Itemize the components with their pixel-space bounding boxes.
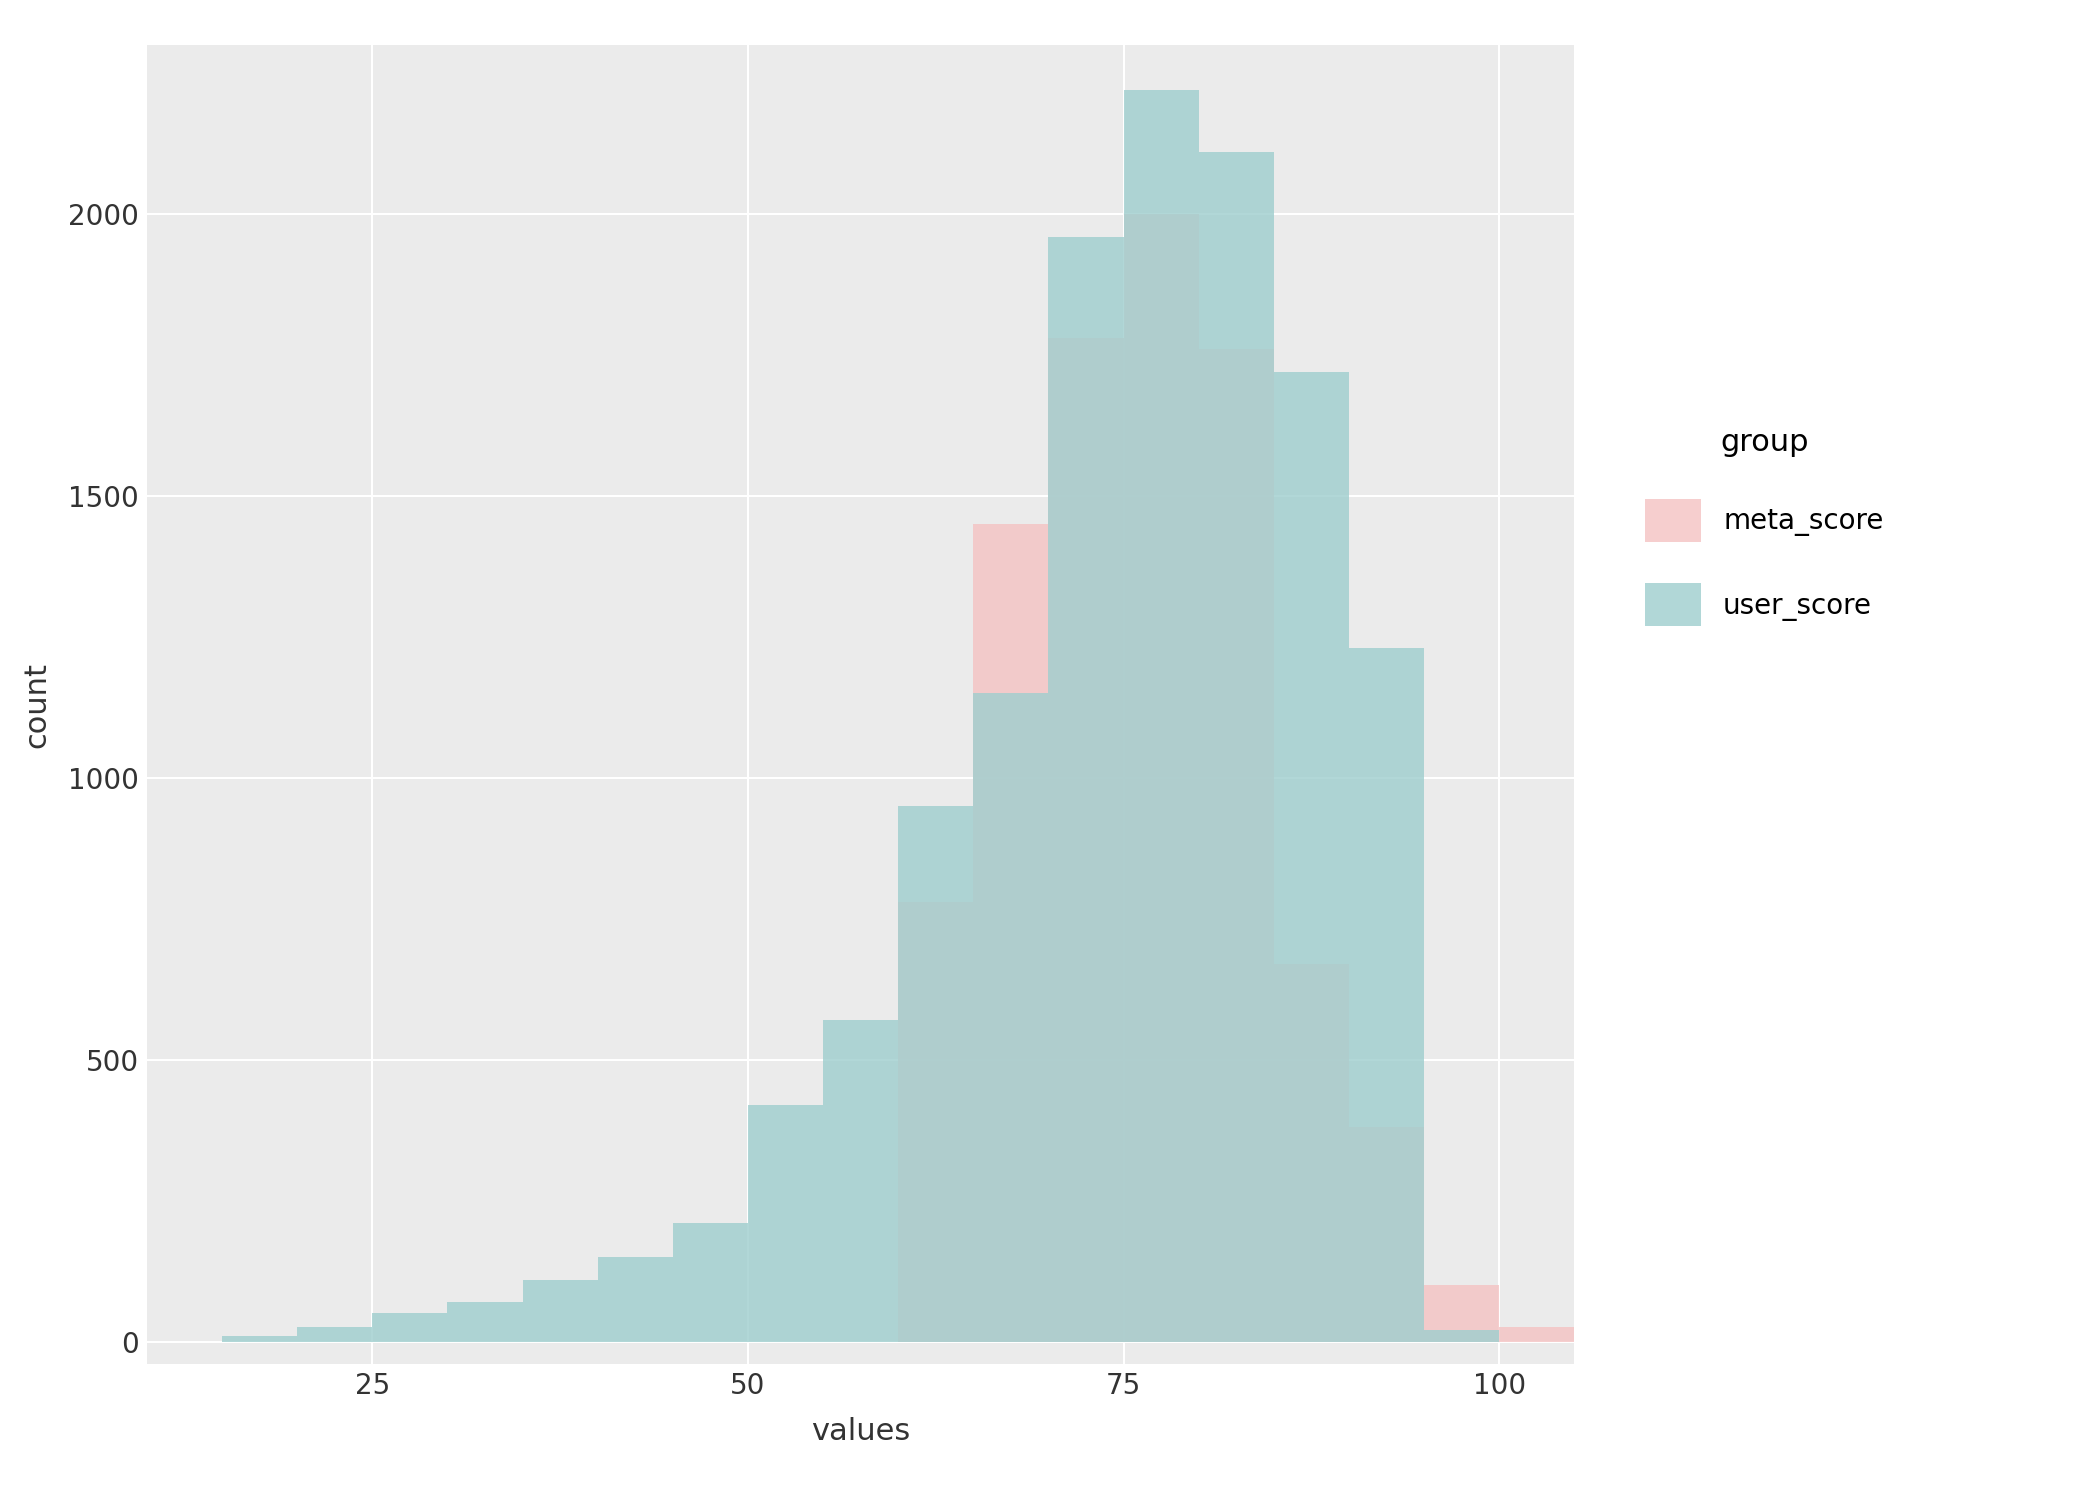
Bar: [222, 1336, 298, 1342]
Bar: [1423, 1330, 1499, 1342]
Bar: [1199, 151, 1274, 1342]
Bar: [823, 1021, 898, 1342]
Bar: [1047, 339, 1123, 1342]
Bar: [898, 806, 974, 1342]
Bar: [1350, 1127, 1423, 1342]
X-axis label: values: values: [810, 1417, 911, 1447]
Bar: [1274, 372, 1350, 1342]
Bar: [598, 1258, 674, 1342]
Bar: [1123, 214, 1199, 1342]
Y-axis label: count: count: [23, 661, 50, 748]
Bar: [898, 902, 974, 1342]
Bar: [974, 693, 1047, 1342]
Legend: meta_score, user_score: meta_score, user_score: [1646, 429, 1883, 627]
Bar: [1123, 90, 1199, 1342]
Bar: [747, 1105, 823, 1342]
Bar: [523, 1280, 598, 1342]
Bar: [1199, 349, 1274, 1342]
Bar: [1047, 237, 1123, 1342]
Bar: [447, 1303, 523, 1342]
Bar: [1499, 1328, 1574, 1342]
Bar: [298, 1328, 372, 1342]
Bar: [372, 1313, 447, 1342]
Bar: [674, 1223, 747, 1342]
Bar: [1350, 648, 1423, 1342]
Bar: [1274, 964, 1350, 1342]
Bar: [1423, 1285, 1499, 1342]
Bar: [974, 525, 1047, 1342]
